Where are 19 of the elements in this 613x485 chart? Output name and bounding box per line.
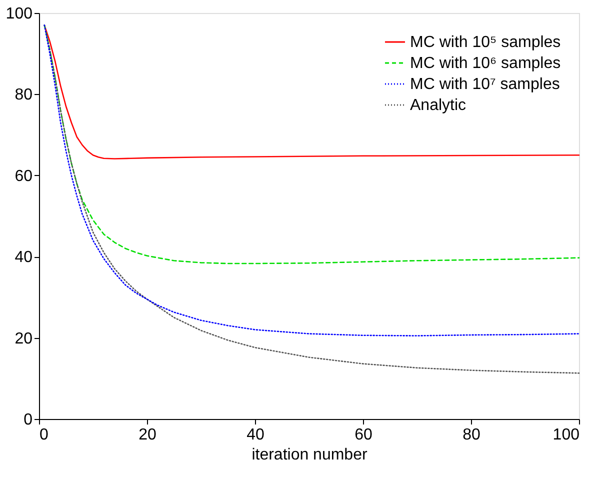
line-series <box>44 24 580 160</box>
y-tick-label: 20 <box>14 330 33 348</box>
legend-label: Analytic <box>410 97 466 114</box>
y-tick-label: 0 <box>24 412 33 428</box>
x-tick-label: 100 <box>552 426 580 444</box>
legend-label: MC with 10⁷ samples <box>410 76 560 93</box>
line-series <box>44 24 580 264</box>
y-tick-label: 60 <box>14 168 33 185</box>
x-tick-label: 60 <box>354 426 372 444</box>
y-tick-label: 40 <box>14 249 33 266</box>
y-tick-label: 100 <box>6 6 33 22</box>
x-tick-label: 0 <box>40 426 48 444</box>
x-tick-label: 40 <box>246 426 264 444</box>
y-tick-label: 80 <box>14 86 33 104</box>
x-axis-title: iteration number <box>252 446 368 464</box>
legend-label: MC with 10⁵ samples <box>410 34 561 51</box>
x-tick-label: 20 <box>138 426 156 444</box>
x-tick-label: 80 <box>462 426 480 444</box>
legend-label: MC with 10⁶ samples <box>410 55 561 72</box>
